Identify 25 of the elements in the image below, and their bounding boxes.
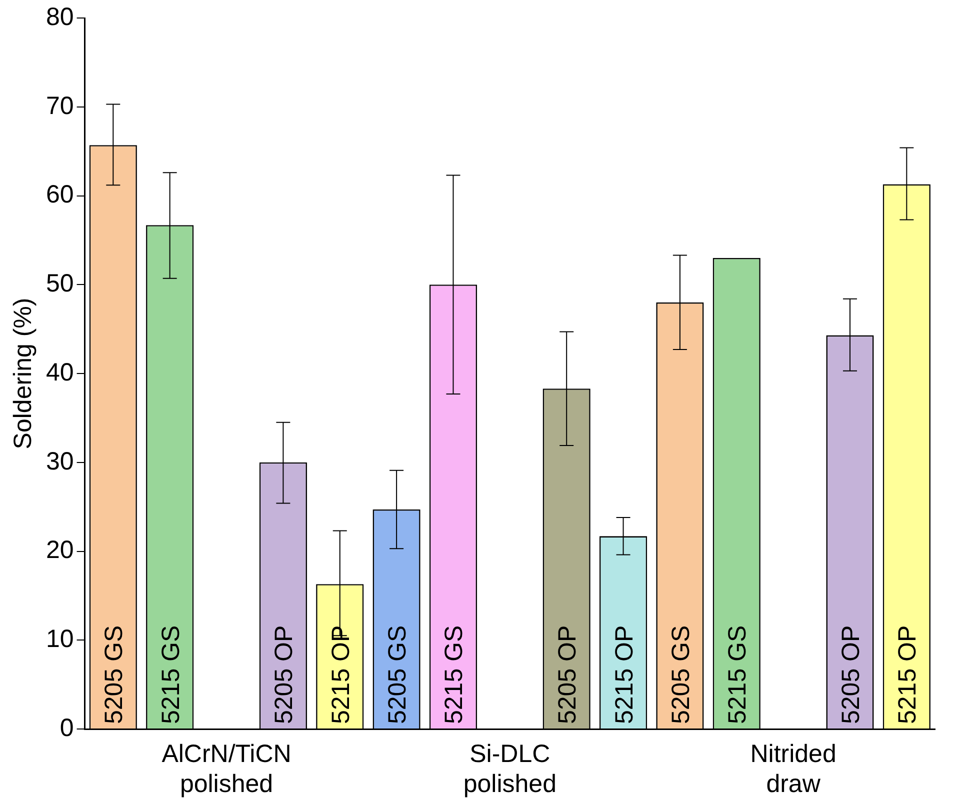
x-tick-label: Si-DLC polished	[463, 740, 556, 798]
y-tick-label: 10	[46, 625, 74, 654]
text: 5215 OP	[894, 625, 922, 724]
y-tick-label: 30	[46, 447, 74, 476]
y-tick-label: 70	[46, 92, 74, 120]
x-tick-label: AlCrN/TiCN polished	[162, 740, 292, 798]
y-tick-label: 20	[46, 536, 74, 564]
y-tick-label: 60	[46, 180, 74, 209]
y-tick-label: 40	[46, 358, 74, 386]
text: 5215 GS	[440, 625, 468, 724]
text: 5205 OP	[554, 625, 582, 724]
series-label: 5205 GS	[100, 625, 128, 724]
y-tick-label: 50	[46, 270, 74, 298]
text: 5205 GS	[666, 625, 695, 724]
text: 5215 OP	[610, 625, 638, 724]
y-axis-title: Soldering (%)	[8, 298, 37, 450]
x-tick-label: Nitrided draw	[750, 740, 836, 798]
series-label: 5215 OP	[326, 625, 355, 724]
series-label: 5205 OP	[270, 625, 298, 724]
text: 5215 GS	[724, 625, 752, 724]
series-label: 5215 GS	[156, 625, 185, 724]
y-tick-label: 0	[60, 714, 74, 742]
text: 5205 OP	[836, 625, 865, 724]
y-tick-label: 80	[46, 2, 74, 31]
text: 5205 GS	[384, 625, 412, 724]
